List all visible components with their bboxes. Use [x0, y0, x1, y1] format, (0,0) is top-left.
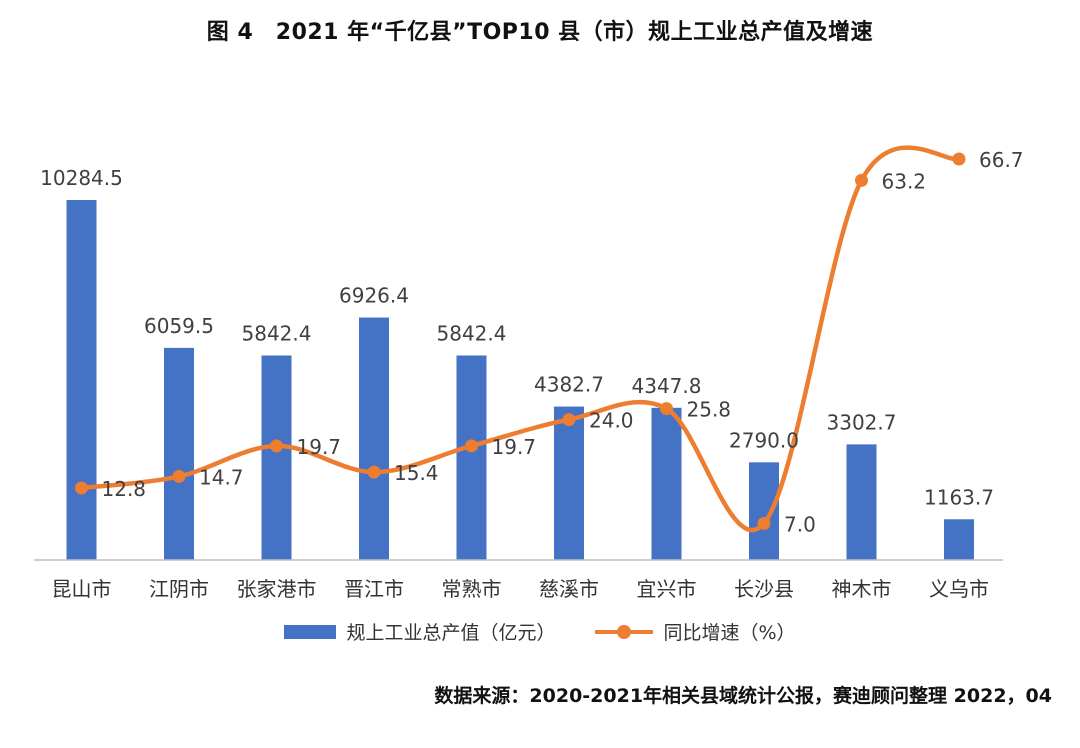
legend-item-growth: 同比增速（%） [595, 618, 796, 645]
line-value-label: 66.7 [979, 148, 1024, 172]
legend-label-growth: 同比增速（%） [663, 622, 796, 644]
x-tick-label: 昆山市 [52, 577, 112, 601]
line-value-label: 25.8 [687, 398, 732, 422]
bar [554, 406, 584, 560]
bar [359, 317, 389, 560]
bar [749, 462, 779, 560]
data-label-group: 10284.5 6059.5 5842.4 6926.4 5842.4 4382.7 434… [40, 148, 1023, 536]
x-tick-label: 宜兴市 [637, 577, 697, 601]
x-tick-label: 神木市 [832, 577, 892, 601]
growth-rate-line [79, 145, 962, 533]
line-value-label: 14.7 [199, 465, 244, 489]
line-point [660, 402, 673, 416]
line-point [367, 465, 381, 479]
bar [164, 347, 194, 560]
bar [456, 355, 487, 560]
line-value-label: 63.2 [882, 169, 927, 193]
x-tick-label-group: 昆山市 江阴市 张家港市 晋江市 常熟市 慈溪市 宜兴市 长沙县 神木市 义乌市 [52, 577, 990, 601]
bar-value-label: 1163.7 [924, 485, 994, 509]
line-value-label: 12.8 [102, 477, 147, 501]
x-tick-label: 江阴市 [149, 577, 209, 601]
x-tick-label: 长沙县 [734, 577, 794, 601]
bar-value-label: 10284.5 [40, 166, 123, 190]
line-value-label: 19.7 [492, 435, 537, 459]
line-value-label: 24.0 [589, 409, 634, 433]
line-point [757, 516, 771, 530]
bar-value-label: 3302.7 [827, 410, 897, 434]
line-point [855, 173, 868, 187]
bar-value-label: 5842.4 [437, 321, 507, 345]
line-point [172, 469, 186, 483]
bar-value-label: 6926.4 [339, 284, 409, 308]
bar-value-label: 4347.8 [632, 374, 702, 398]
bar [846, 444, 877, 560]
legend: 规上工业总产值（亿元） 同比增速（%） [0, 618, 1080, 645]
bar [651, 407, 682, 560]
chart-title: 图 4 2021 年“千亿县”TOP10 县（市）规上工业总产值及增速 [206, 20, 874, 45]
x-tick-label: 张家港市 [237, 577, 317, 601]
source-note: 数据来源：2020-2021年相关县域统计公报，赛迪顾问整理 2022，04 [434, 685, 1052, 707]
bar [66, 200, 97, 560]
line-point-group [75, 152, 966, 530]
legend-label-output: 规上工业总产值（亿元） [346, 622, 556, 644]
bar [944, 519, 974, 560]
bar [261, 355, 292, 560]
line-value-label: 19.7 [297, 435, 342, 459]
legend-item-output: 规上工业总产值（亿元） [284, 618, 555, 645]
bar-value-label: 4382.7 [534, 373, 604, 397]
x-tick-label: 常熟市 [442, 577, 502, 601]
line-value-label: 15.4 [394, 461, 439, 485]
bar-value-label: 6059.5 [144, 314, 214, 338]
legend-line-swatch [595, 624, 654, 639]
x-tick-label: 慈溪市 [539, 577, 599, 601]
line-point [562, 413, 576, 427]
x-tick-label: 义乌市 [929, 577, 989, 601]
bar-value-label: 5842.4 [242, 321, 312, 345]
line-point [465, 439, 478, 453]
line-point [270, 439, 283, 453]
bar-series-group [66, 200, 974, 560]
line-value-label: 7.0 [784, 512, 816, 536]
bar-value-label: 2790.0 [729, 428, 799, 452]
line-point [952, 152, 966, 166]
legend-bar-swatch [284, 624, 337, 639]
x-tick-label: 晋江市 [344, 577, 404, 601]
line-point [75, 481, 88, 495]
